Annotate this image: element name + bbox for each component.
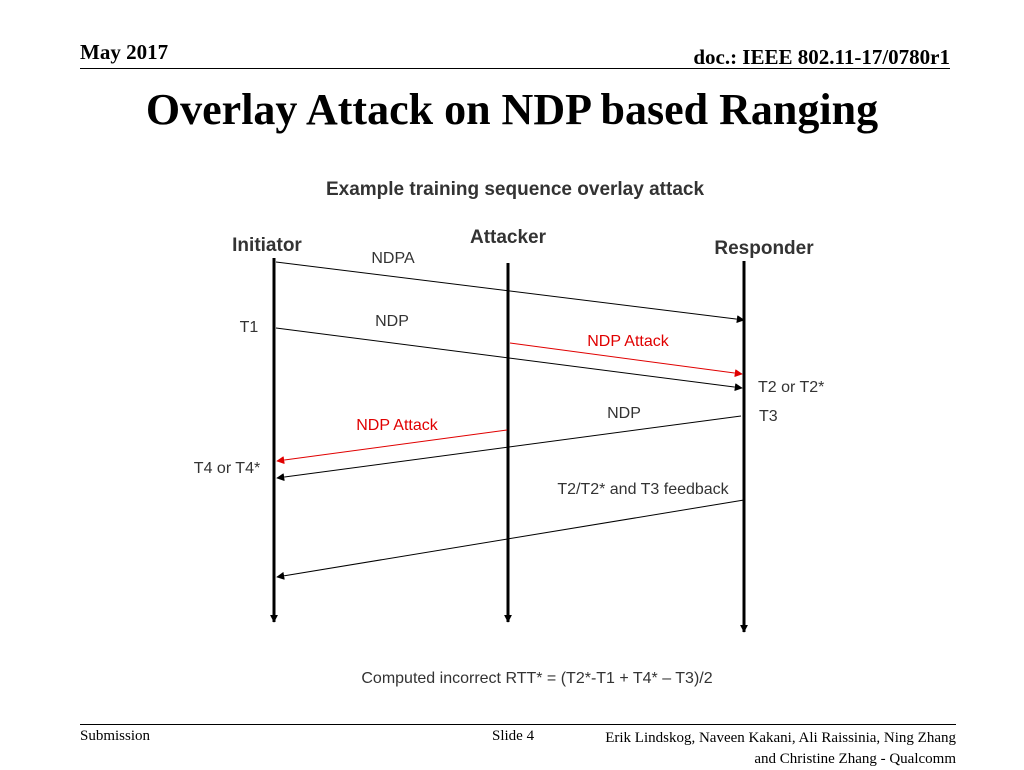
message-ndp-attack-2-label: NDP Attack	[356, 417, 439, 434]
footer-slide-number: Slide 4	[492, 728, 535, 744]
timestamp-t4: T4 or T4*	[194, 460, 260, 477]
message-ndp-2-arrow	[276, 415, 742, 482]
message-ndp-2-label: NDP	[607, 405, 641, 422]
message-ndpa-label: NDPA	[371, 250, 415, 267]
participant-attacker-label: Attacker	[470, 227, 547, 248]
message-ndp-1-arrow	[275, 327, 743, 392]
slide-title: Overlay Attack on NDP based Ranging	[145, 85, 879, 134]
diagram-caption: Example training sequence overlay attack	[326, 179, 704, 200]
message-feedback-arrow	[276, 499, 745, 580]
message-ndp-1-label: NDP	[375, 313, 409, 330]
participant-initiator-label: Initiator	[232, 235, 302, 256]
footer-submission: Submission	[80, 728, 151, 744]
header-doc-id: doc.: IEEE 802.11-17/0780r1	[693, 45, 950, 69]
footer-authors: Erik Lindskog, Naveen Kakani, Ali Raissi…	[605, 730, 956, 767]
header-date: May 2017	[80, 40, 169, 64]
message-ndp-attack-1-label: NDP Attack	[587, 333, 670, 350]
footer-divider	[80, 724, 956, 725]
timestamp-t1: T1	[240, 319, 259, 336]
message-ndp-attack-1-arrow	[509, 342, 743, 378]
message-ndpa-arrow	[275, 261, 745, 324]
message-feedback-label: T2/T2* and T3 feedback	[557, 481, 729, 498]
timestamp-t3: T3	[759, 408, 778, 425]
message-ndp-attack-2-arrow	[276, 429, 508, 465]
participant-responder-label: Responder	[714, 238, 814, 259]
rtt-formula: Computed incorrect RTT* = (T2*-T1 + T4* …	[361, 670, 712, 687]
header-divider	[80, 68, 950, 69]
timestamp-t2: T2 or T2*	[758, 379, 824, 396]
